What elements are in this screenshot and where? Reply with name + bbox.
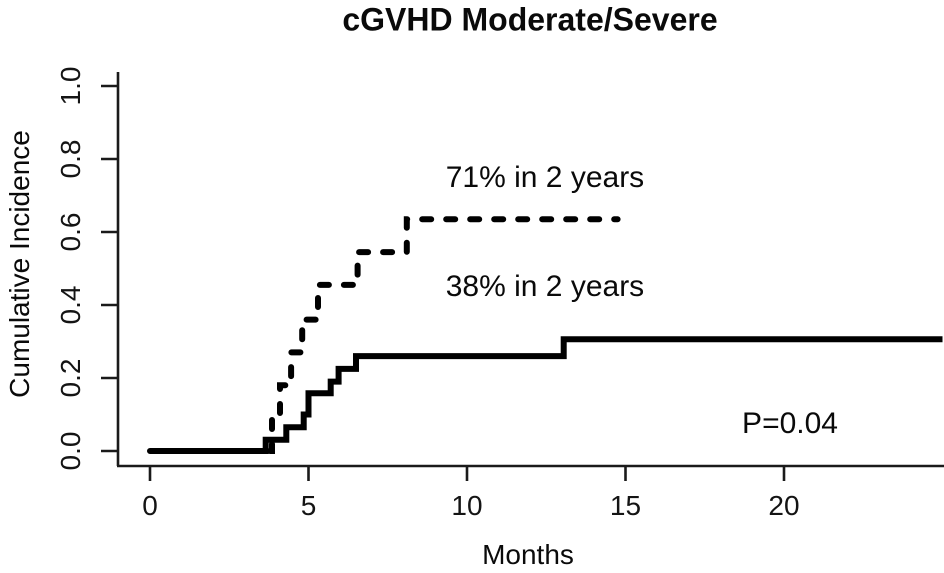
y-axis-label: Cumulative Incidence xyxy=(4,130,35,398)
annotation-dashed-percent: 71% in 2 years xyxy=(445,160,645,194)
y-tick-label: 0.2 xyxy=(55,359,86,398)
annotation-p-value: P=0.04 xyxy=(742,406,838,440)
solid-curve xyxy=(150,336,943,454)
dashed-curve xyxy=(147,216,621,454)
x-tick-label: 20 xyxy=(768,490,799,521)
y-tick-label: 0.0 xyxy=(55,432,86,471)
x-axis-label: Months xyxy=(482,539,574,570)
y-tick-label: 0.8 xyxy=(55,140,86,179)
chart-title: cGVHD Moderate/Severe xyxy=(342,1,718,38)
y-tick-label: 0.6 xyxy=(55,213,86,252)
x-tick-label: 5 xyxy=(301,490,317,521)
x-tick-label: 0 xyxy=(142,490,158,521)
annotation-solid-percent: 38% in 2 years xyxy=(445,270,645,304)
y-tick-label: 0.4 xyxy=(55,286,86,325)
x-tick-label: 15 xyxy=(610,490,641,521)
y-tick-label: 1.0 xyxy=(55,67,86,106)
x-tick-label: 10 xyxy=(451,490,482,521)
